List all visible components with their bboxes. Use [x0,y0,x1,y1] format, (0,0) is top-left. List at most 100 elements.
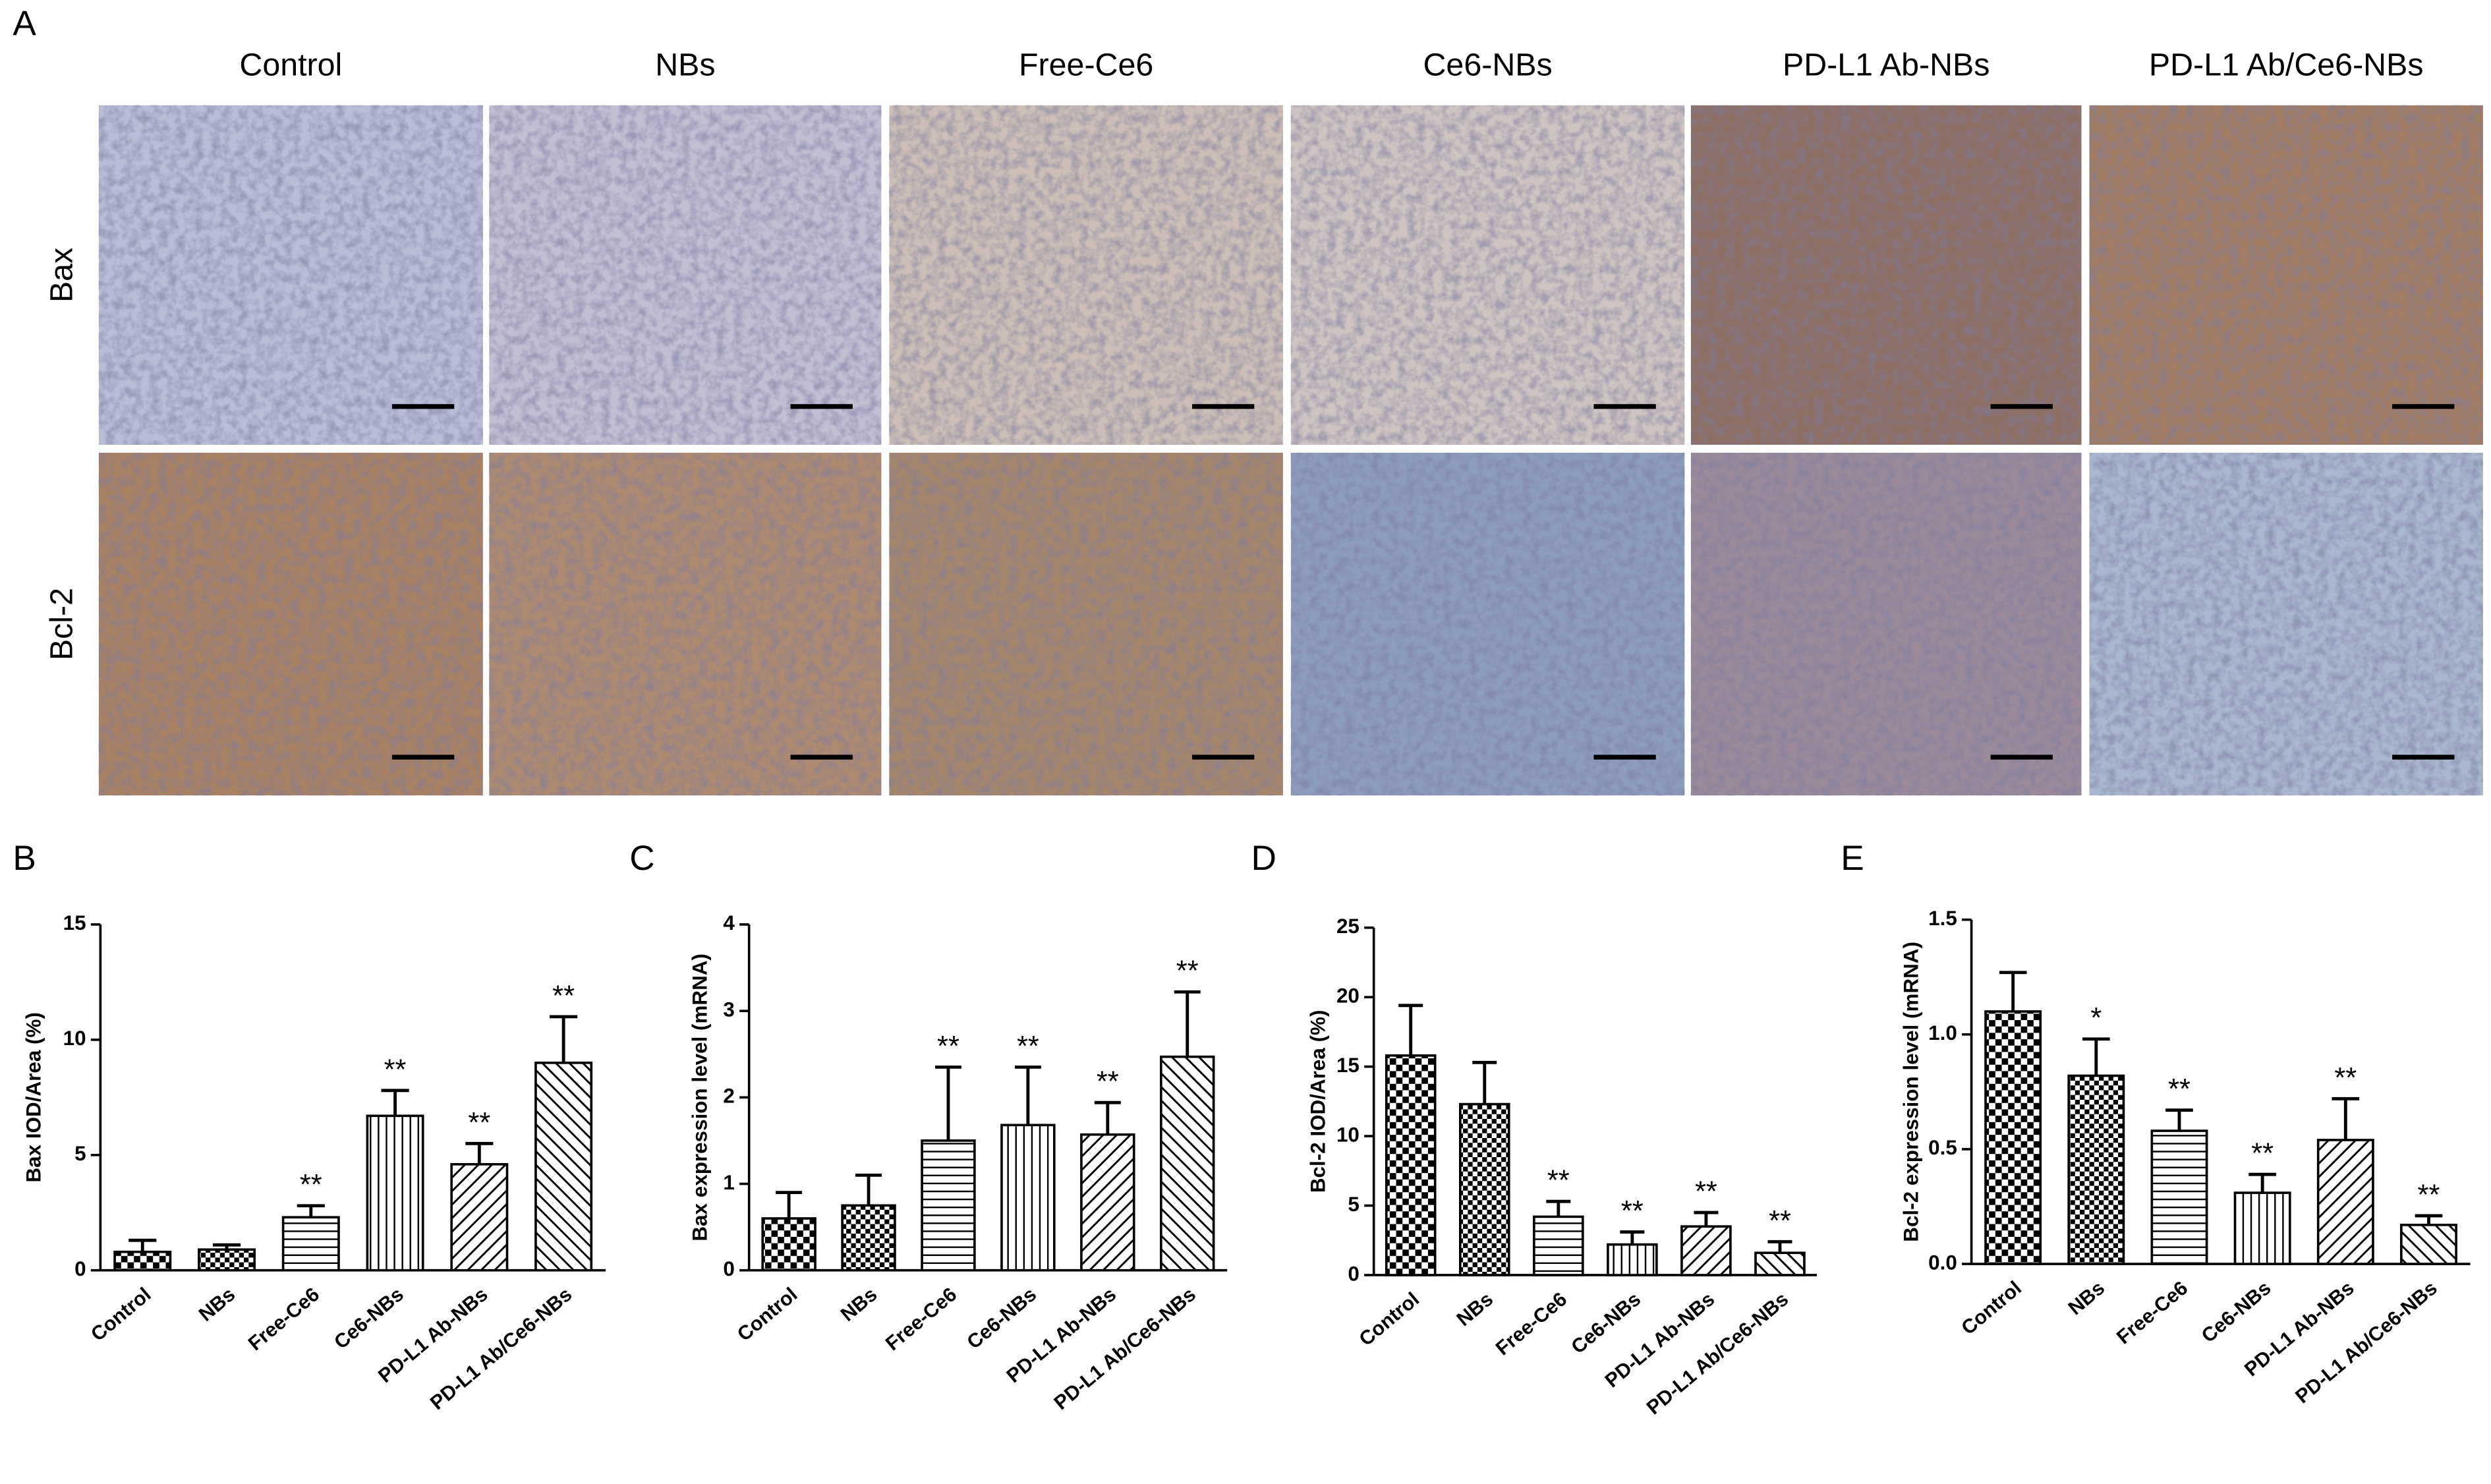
y-tick-label: 5 [74,1142,86,1165]
column-label: Free-Ce6 [1019,47,1153,83]
y-tick-label: 1 [723,1171,734,1194]
y-tick-label: 25 [1336,915,1360,938]
y-tick-label: 10 [63,1027,86,1050]
significance-mark: ** [1621,1195,1644,1227]
bar [2150,1129,2208,1265]
micrograph-texture [489,453,882,796]
y-tick-label: 3 [723,998,734,1021]
micrograph-texture [2089,105,2483,445]
x-tick-label: Free-Ce6 [882,1284,961,1355]
significance-mark: ** [2168,1073,2190,1105]
panel-label: A [13,4,36,43]
y-axis-label: Bcl-2 IOD/Area (%) [1307,1010,1330,1193]
bar [1680,1225,1732,1276]
significance-mark: ** [384,1054,407,1085]
y-tick-label: 5 [1348,1193,1359,1216]
bar [534,1062,593,1272]
y-tick-label: 15 [1336,1054,1360,1077]
column-label: Control [239,47,342,83]
x-tick-label: PD-L1 Ab/Ce6-NBs [1643,1288,1792,1419]
row-label: Bax [44,248,80,302]
y-tick-label: 1.0 [1928,1021,1957,1044]
micrograph-texture [2089,453,2483,796]
bar [366,1114,424,1272]
y-axis-label: Bcl-2 expression level (mRNA) [1899,942,1922,1242]
column-label: PD-L1 Ab-NBs [1783,47,1990,83]
panel-label: B [13,839,36,878]
x-tick-label: Free-Ce6 [244,1284,324,1355]
y-tick-label: 4 [723,911,735,934]
micrograph-texture [1290,453,1685,796]
bar [1984,1010,2042,1265]
micrograph-texture [1690,453,2082,796]
bar [2400,1224,2457,1265]
x-tick-label: Control [733,1284,802,1346]
y-tick-label: 10 [1336,1123,1360,1146]
significance-mark: ** [552,980,575,1012]
bar [1385,1054,1437,1276]
bar [113,1250,172,1272]
bar [761,1217,816,1272]
significance-mark: ** [2334,1062,2357,1094]
significance-mark: ** [300,1169,322,1201]
significance-mark: ** [1097,1066,1119,1098]
significance-mark: ** [1547,1165,1570,1197]
x-tick-label: PD-L1 Ab/Ce6-NBs [2291,1277,2441,1408]
y-tick-label: 2 [723,1085,734,1108]
y-axis-label: Bax expression level (mRNA) [688,954,711,1241]
bar [1000,1124,1056,1272]
y-tick-label: 1.5 [1928,907,1957,930]
micrograph-texture [889,453,1283,796]
bar [2233,1191,2291,1265]
column-label: Ce6-NBs [1423,47,1553,83]
significance-mark: ** [468,1107,490,1139]
x-tick-label: Ce6-NBs [963,1284,1041,1354]
x-tick-label: Control [1957,1277,2026,1339]
bar [1458,1102,1510,1276]
panel-label: D [1251,839,1276,878]
y-tick-label: 0 [74,1257,86,1280]
x-tick-label: Control [1356,1288,1424,1350]
significance-mark: ** [1695,1176,1717,1208]
significance-mark: ** [2251,1138,2274,1170]
micrograph-texture [98,453,483,796]
y-tick-label: 0.5 [1928,1136,1957,1159]
micrograph-texture [98,105,483,445]
bar [281,1216,340,1272]
micrograph-grid [98,105,2483,796]
y-axis-label: Bax IOD/Area (%) [22,1012,45,1182]
significance-mark: ** [1769,1205,1791,1237]
bar [2316,1139,2374,1265]
x-tick-label: NBs [195,1284,240,1326]
bar [1160,1055,1215,1272]
y-tick-label: 0.0 [1928,1251,1957,1274]
significance-mark: ** [1176,956,1199,987]
x-tick-label: Ce6-NBs [2198,1277,2276,1347]
bar [841,1204,896,1272]
y-tick-label: 0 [723,1257,734,1280]
panel-label: E [1841,839,1864,878]
bar [1754,1251,1806,1276]
x-tick-label: NBs [837,1284,882,1326]
panel-label: C [629,839,654,878]
bar [1533,1215,1584,1276]
column-label: NBs [655,47,715,83]
y-tick-label: 0 [1348,1262,1359,1285]
x-tick-label: NBs [1453,1288,1498,1330]
bar [198,1248,256,1272]
bar [2067,1074,2125,1265]
y-tick-label: 20 [1336,984,1360,1007]
bar [1080,1133,1135,1272]
bar [450,1162,509,1272]
column-label: PD-L1 Ab/Ce6-NBs [2149,47,2424,83]
x-tick-label: PD-L1 Ab/Ce6-NBs [1050,1284,1200,1414]
y-tick-label: 15 [63,911,86,934]
x-tick-label: Control [87,1284,156,1346]
significance-mark: ** [1017,1031,1039,1062]
significance-mark: ** [937,1031,959,1062]
row-label: Bcl-2 [44,588,80,660]
bar [1607,1243,1658,1276]
x-tick-label: Ce6-NBs [330,1284,408,1354]
